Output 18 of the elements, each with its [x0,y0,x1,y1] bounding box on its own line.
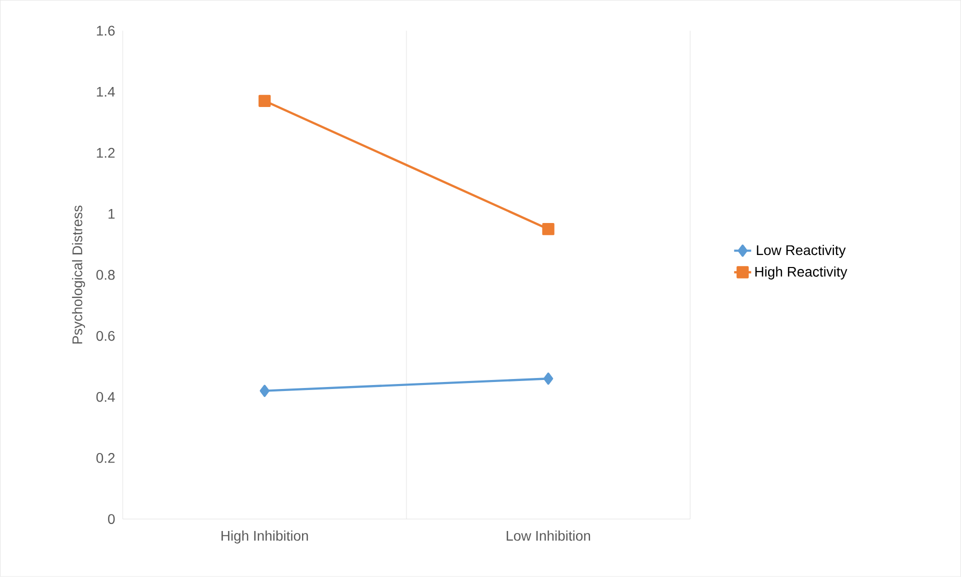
legend-label: Low Reactivity [756,244,846,258]
y-tick-label: 0.4 [96,392,115,402]
x-tick-label: Low Inhibition [506,530,590,541]
y-tick-label: 1.2 [96,148,115,158]
y-tick-label: 0.8 [96,270,115,280]
y-tick-label: 1 [108,209,115,219]
point [260,384,270,398]
y-tick-label: 0.6 [96,331,115,341]
legend-label: High Reactivity [755,266,848,280]
y-tick-label: 0 [108,514,115,524]
point [542,223,554,236]
y-tick-label: 1.6 [96,26,115,36]
point [543,372,554,385]
point [258,94,271,108]
x-tick-label: High Inhibition [222,530,308,544]
y-tick-label: 0.2 [96,453,115,464]
y-axis-title: Psychological Distress [72,206,86,344]
y-tick-label: 1.4 [96,87,115,97]
